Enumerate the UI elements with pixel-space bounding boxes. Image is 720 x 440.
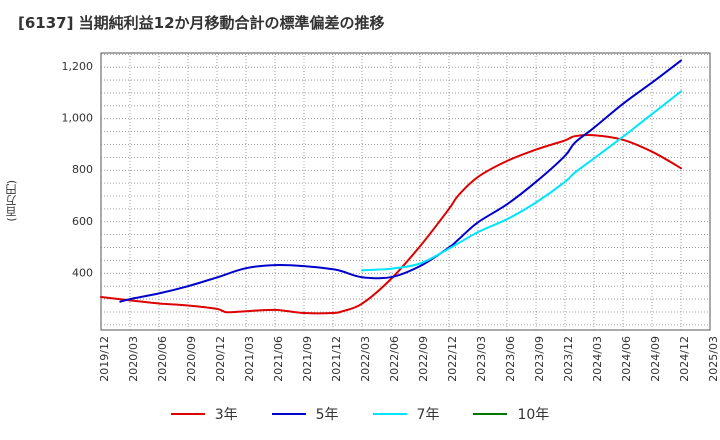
- legend-item: 7年: [372, 404, 440, 424]
- legend-swatch: [473, 413, 508, 415]
- plot-frame: [100, 52, 711, 331]
- x-tick-label: 2024/09: [649, 336, 662, 382]
- x-tick-label: 2023/09: [533, 336, 546, 382]
- x-tick-label: 2020/12: [214, 336, 227, 382]
- legend-swatch: [170, 413, 205, 415]
- y-tick-label: 1,000: [62, 112, 94, 125]
- y-tick-label: 600: [72, 215, 93, 228]
- legend-swatch: [372, 413, 407, 415]
- x-tick-label: 2022/06: [388, 336, 401, 382]
- legend-label: 3年: [214, 407, 238, 423]
- y-tick-label: 800: [72, 163, 93, 176]
- legend-item: 10年: [473, 404, 549, 424]
- x-tick-label: 2021/09: [301, 336, 314, 382]
- x-tick-label: 2022/12: [446, 336, 459, 382]
- y-tick-label: 1,200: [62, 60, 94, 73]
- legend-label: 5年: [315, 407, 339, 423]
- legend-label: 7年: [416, 407, 440, 423]
- x-tick-label: 2023/03: [475, 336, 488, 382]
- x-tick-label: 2024/06: [620, 336, 633, 382]
- x-tick-label: 2024/12: [678, 336, 691, 382]
- legend-label: 10年: [517, 407, 550, 423]
- chart-title: [6137] 当期純利益12か月移動合計の標準偏差の推移: [18, 14, 385, 32]
- series-line-2: [119, 59, 682, 303]
- series-line-1: [100, 133, 682, 315]
- x-tick-label: 2023/12: [562, 336, 575, 382]
- x-tick-label: 2023/06: [504, 336, 517, 382]
- x-tick-label: 2019/12: [98, 336, 111, 382]
- x-tick-label: 2021/12: [330, 336, 343, 382]
- x-tick-label: 2020/06: [156, 336, 169, 382]
- x-tick-label: 2021/03: [243, 336, 256, 382]
- series-line-3: [361, 90, 682, 272]
- x-tick-label: 2025/03: [707, 336, 720, 382]
- legend-swatch: [271, 413, 306, 415]
- x-tick-label: 2020/09: [185, 336, 198, 382]
- y-tick-label: 400: [72, 266, 93, 279]
- x-tick-label: 2021/06: [272, 336, 285, 382]
- x-tick-label: 2020/03: [127, 336, 140, 382]
- x-tick-label: 2022/03: [359, 336, 372, 382]
- x-tick-label: 2022/09: [417, 336, 430, 382]
- legend-item: 3年: [170, 404, 238, 424]
- legend-item: 5年: [271, 404, 339, 424]
- chart-legend: 3年 5年 7年 10年: [0, 404, 720, 424]
- x-tick-label: 2024/03: [591, 336, 604, 382]
